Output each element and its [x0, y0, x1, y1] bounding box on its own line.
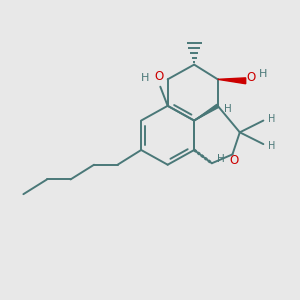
Text: H: H — [268, 114, 275, 124]
Polygon shape — [194, 104, 219, 121]
Polygon shape — [218, 78, 246, 84]
Text: H: H — [268, 141, 275, 151]
Text: O: O — [246, 71, 256, 84]
Text: O: O — [154, 70, 164, 83]
Text: H: H — [259, 69, 267, 79]
Text: H: H — [141, 73, 149, 83]
Text: H: H — [217, 154, 224, 164]
Text: H: H — [224, 104, 232, 114]
Text: O: O — [229, 154, 239, 167]
